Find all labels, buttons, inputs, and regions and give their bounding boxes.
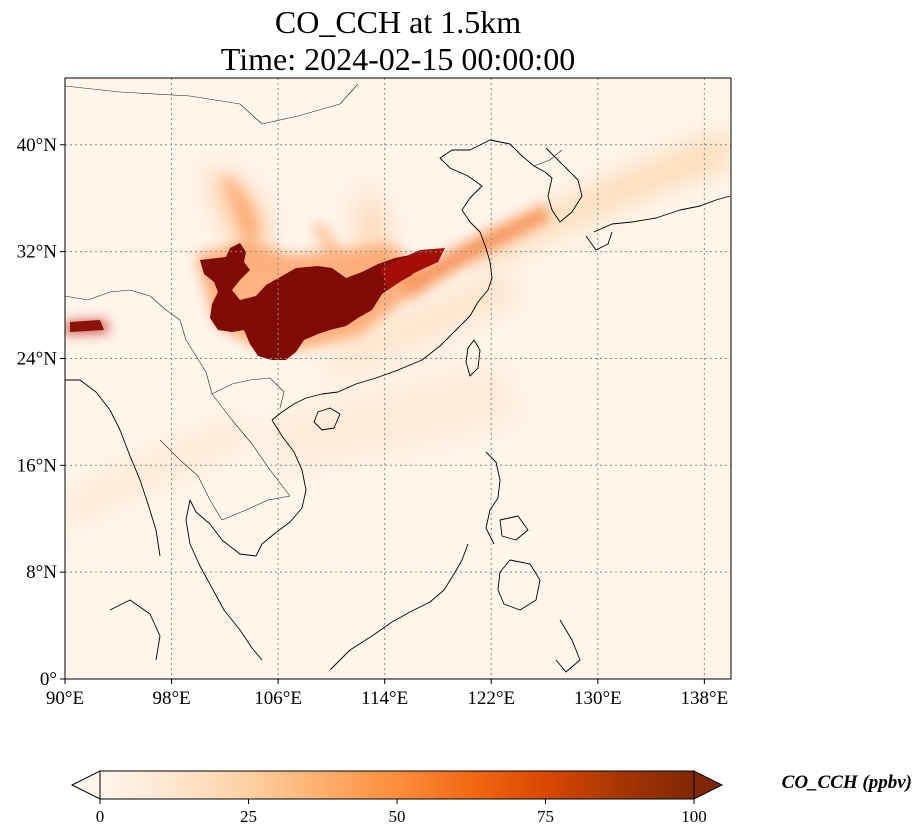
coast-japan-2 bbox=[585, 231, 613, 251]
border-laos-vietnam bbox=[211, 393, 291, 497]
coast-myanmar bbox=[65, 379, 161, 557]
longitude-ticks: 90°E 98°E 106°E 114°E 122°E 130°E 138°E bbox=[46, 679, 728, 709]
colorbar-extend-max bbox=[693, 770, 724, 800]
colorbar-extend-min bbox=[70, 770, 101, 800]
colorbar-ticks: 0 25 50 75 100 bbox=[96, 799, 707, 826]
colorbar-tick-label: 75 bbox=[537, 807, 554, 826]
map-panel bbox=[65, 78, 731, 679]
border-china-myanmar bbox=[179, 319, 213, 395]
colorbar-label: CO_CCH (ppbv) bbox=[782, 772, 912, 793]
lat-tick-label: 24°N bbox=[17, 348, 58, 369]
coast-philippines-visayas bbox=[499, 515, 529, 541]
lat-tick-label: 0° bbox=[40, 669, 57, 690]
plume-south-china-sea bbox=[270, 360, 520, 470]
coast-sulawesi bbox=[555, 619, 581, 673]
lon-tick-label: 130°E bbox=[574, 688, 622, 709]
gridlines bbox=[65, 78, 731, 679]
border-thailand bbox=[159, 439, 223, 521]
plume-core-myanmar bbox=[70, 320, 104, 332]
lat-tick-label: 16°N bbox=[17, 455, 58, 476]
coast-china-east bbox=[271, 247, 493, 421]
concentration-field-core bbox=[70, 243, 445, 360]
coast-taiwan bbox=[465, 339, 481, 377]
coast-hainan bbox=[313, 407, 341, 431]
colorbar-tick-label: 50 bbox=[389, 807, 406, 826]
lon-tick-label: 114°E bbox=[361, 688, 408, 709]
border-cambodia bbox=[221, 495, 291, 521]
plume-core-sichuan bbox=[200, 243, 420, 360]
colorbar-tick-label: 100 bbox=[681, 807, 707, 826]
coast-malaya bbox=[109, 599, 161, 661]
coast-bohai-korea bbox=[439, 139, 583, 249]
border-china-mongolia bbox=[65, 83, 359, 125]
coastlines bbox=[65, 139, 731, 673]
border-china-laos-vietnam bbox=[211, 377, 285, 409]
lat-tick-label: 40°N bbox=[17, 135, 58, 156]
lat-tick-label: 8°N bbox=[26, 562, 57, 583]
lon-tick-label: 106°E bbox=[254, 688, 302, 709]
colorbar: 0 25 50 75 100 CO_CCH (ppbv) bbox=[70, 770, 912, 826]
plume-northwest-upper bbox=[222, 175, 260, 240]
plume-mid-north bbox=[312, 220, 350, 270]
lon-tick-label: 138°E bbox=[681, 688, 729, 709]
map-background bbox=[65, 78, 731, 679]
coast-philippines-mindanao bbox=[497, 559, 541, 611]
border-china-india bbox=[65, 289, 181, 321]
lon-tick-label: 90°E bbox=[46, 688, 84, 709]
concentration-field-diffuse bbox=[65, 130, 730, 525]
latitude-ticks: 0° 8°N 16°N 24°N 32°N 40°N bbox=[17, 135, 65, 690]
coast-vietnam bbox=[255, 419, 307, 557]
lon-tick-label: 98°E bbox=[152, 688, 190, 709]
coast-gulf-thailand bbox=[185, 499, 263, 661]
plume-korea-japan-band bbox=[470, 130, 730, 265]
colorbar-body bbox=[99, 770, 695, 800]
map-frame bbox=[64, 77, 732, 680]
plume-southeast-china-coast bbox=[330, 270, 520, 375]
coast-borneo bbox=[329, 543, 469, 671]
coast-philippines-luzon bbox=[485, 451, 501, 545]
chart-title-line2: Time: 2024-02-15 00:00:00 bbox=[221, 41, 575, 77]
lon-tick-label: 122°E bbox=[467, 688, 515, 709]
plume-indochina-band bbox=[65, 420, 250, 525]
lat-tick-label: 32°N bbox=[17, 242, 58, 263]
coast-japan bbox=[593, 195, 731, 233]
border-korea bbox=[533, 149, 563, 167]
plume-yangtze-outflow bbox=[400, 205, 550, 300]
plume-core-eastern-tail bbox=[380, 248, 445, 290]
country-borders bbox=[65, 83, 563, 521]
chart-title-line1: CO_CCH at 1.5km bbox=[275, 4, 521, 40]
colorbar-tick-label: 0 bbox=[96, 807, 105, 826]
colorbar-tick-label: 25 bbox=[240, 807, 257, 826]
